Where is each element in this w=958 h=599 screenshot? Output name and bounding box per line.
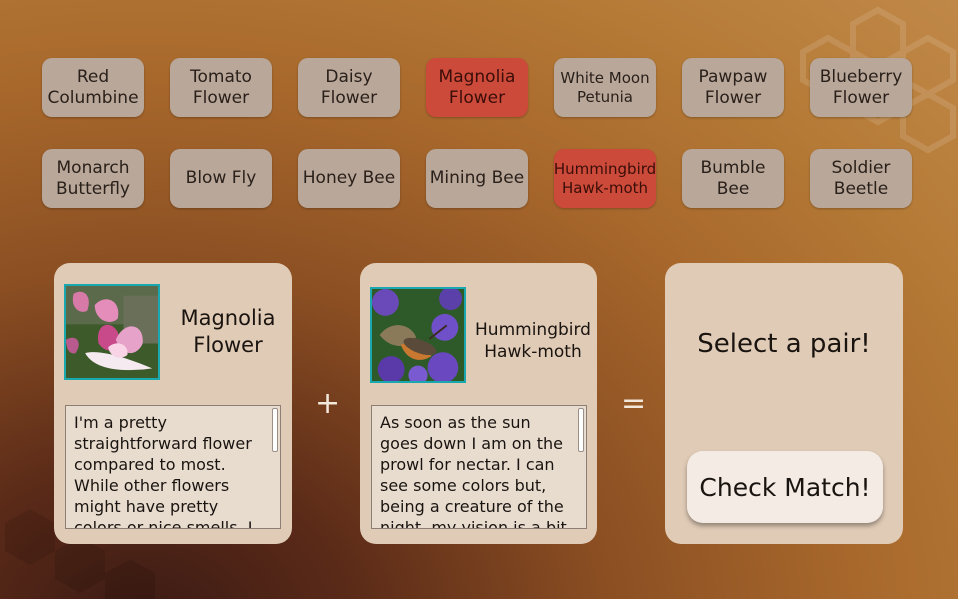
magnolia-flower-image (64, 284, 160, 380)
tile-pawpaw-flower[interactable]: Pawpaw Flower (682, 58, 784, 117)
insect-description-box[interactable]: As soon as the sun goes down I am on the… (371, 405, 587, 529)
match-prompt: Select a pair! (697, 329, 871, 359)
hex-pattern-decoration-bottom (5, 509, 155, 599)
tile-daisy-flower[interactable]: Daisy Flower (298, 58, 400, 117)
equals-sign: = (621, 386, 647, 421)
insect-description-scrollbar[interactable] (578, 408, 584, 526)
tile-monarch-butterfly[interactable]: Monarch Butterfly (42, 149, 144, 208)
flower-tile-row: Red Columbine Tomato Flower Daisy Flower Ma… (42, 58, 912, 117)
flower-description: I'm a pretty straightforward flower comp… (74, 413, 253, 529)
insect-card: Hummingbird Hawk-moth As soon as the sun… (360, 263, 597, 544)
tile-magnolia-flower[interactable]: Magnolia Flower (426, 58, 528, 117)
result-card: Select a pair! Check Match! (665, 263, 903, 544)
tile-blow-fly[interactable]: Blow Fly (170, 149, 272, 208)
tile-honey-bee[interactable]: Honey Bee (298, 149, 400, 208)
flower-description-scrollbar[interactable] (272, 408, 278, 526)
tile-white-moon-petunia[interactable]: White Moon Petunia (554, 58, 656, 117)
tile-tomato-flower[interactable]: Tomato Flower (170, 58, 272, 117)
hawk-moth-image (370, 287, 466, 383)
tile-soldier-beetle[interactable]: Soldier Beetle (810, 149, 912, 208)
flower-name-line-2: Flower (193, 333, 263, 357)
plus-sign: + (315, 386, 341, 421)
tile-bumble-bee[interactable]: Bumble Bee (682, 149, 784, 208)
tile-mining-bee[interactable]: Mining Bee (426, 149, 528, 208)
tile-red-columbine[interactable]: Red Columbine (42, 58, 144, 117)
insect-description: As soon as the sun goes down I am on the… (380, 413, 567, 529)
insect-tile-row: Monarch Butterfly Blow Fly Honey Bee Mining… (42, 149, 912, 208)
flower-name: Magnolia Flower (170, 305, 286, 359)
check-match-button[interactable]: Check Match! (687, 451, 883, 523)
flower-description-box[interactable]: I'm a pretty straightforward flower comp… (65, 405, 281, 529)
insect-scrollbar-thumb[interactable] (578, 408, 584, 452)
insect-name-line-1: Hummingbird (475, 320, 591, 340)
flower-scrollbar-thumb[interactable] (272, 408, 278, 452)
flower-card: Magnolia Flower I'm a pretty straightfor… (54, 263, 292, 544)
tile-hummingbird-hawk-moth[interactable]: Hummingbird Hawk-moth (554, 149, 656, 208)
tile-blueberry-flower[interactable]: Blueberry Flower (810, 58, 912, 117)
insect-name-line-2: Hawk-moth (484, 342, 582, 362)
insect-name: Hummingbird Hawk-moth (473, 319, 593, 363)
flower-name-line-1: Magnolia (180, 306, 276, 330)
